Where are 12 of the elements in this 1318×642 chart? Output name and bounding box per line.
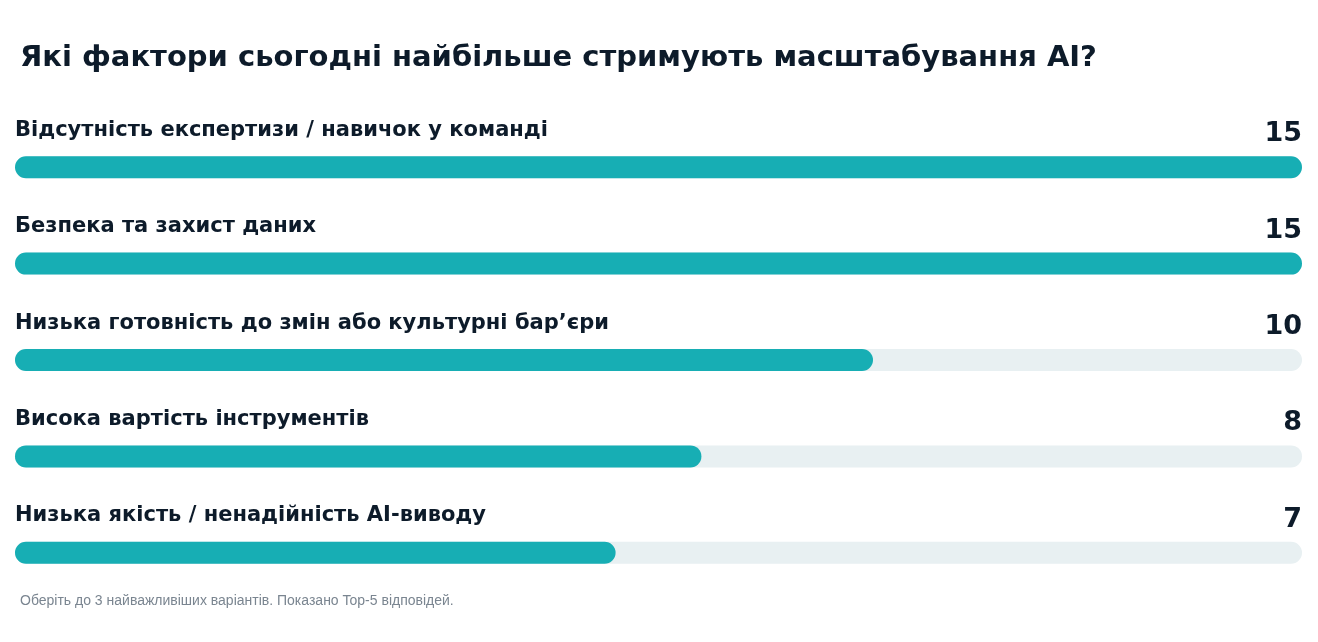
data-label: 7	[1283, 501, 1302, 533]
y-tick-label: Безпека та захист даних	[15, 213, 317, 238]
chart-title: Які фактори сьогодні найбільше стримують масштабування AI?	[20, 38, 1097, 73]
y-tick-label: Низька готовність до змін або культурні бар’єри	[15, 309, 609, 334]
y-tick-label: Низька якість / ненадійність AI-виводу	[15, 502, 487, 527]
y-tick-label: Відсутність експертизи / навичок у команді	[15, 116, 548, 141]
data-label: 15	[1264, 116, 1302, 148]
y-tick-label: Висока вартість інструментів	[15, 405, 370, 430]
data-label: 10	[1264, 309, 1302, 340]
data-label: 8	[1283, 405, 1302, 437]
data-label: 15	[1264, 212, 1302, 244]
text: Оберіть до 3 найважливіших варіантів. Показано Top-5 відповідей.	[20, 592, 454, 608]
